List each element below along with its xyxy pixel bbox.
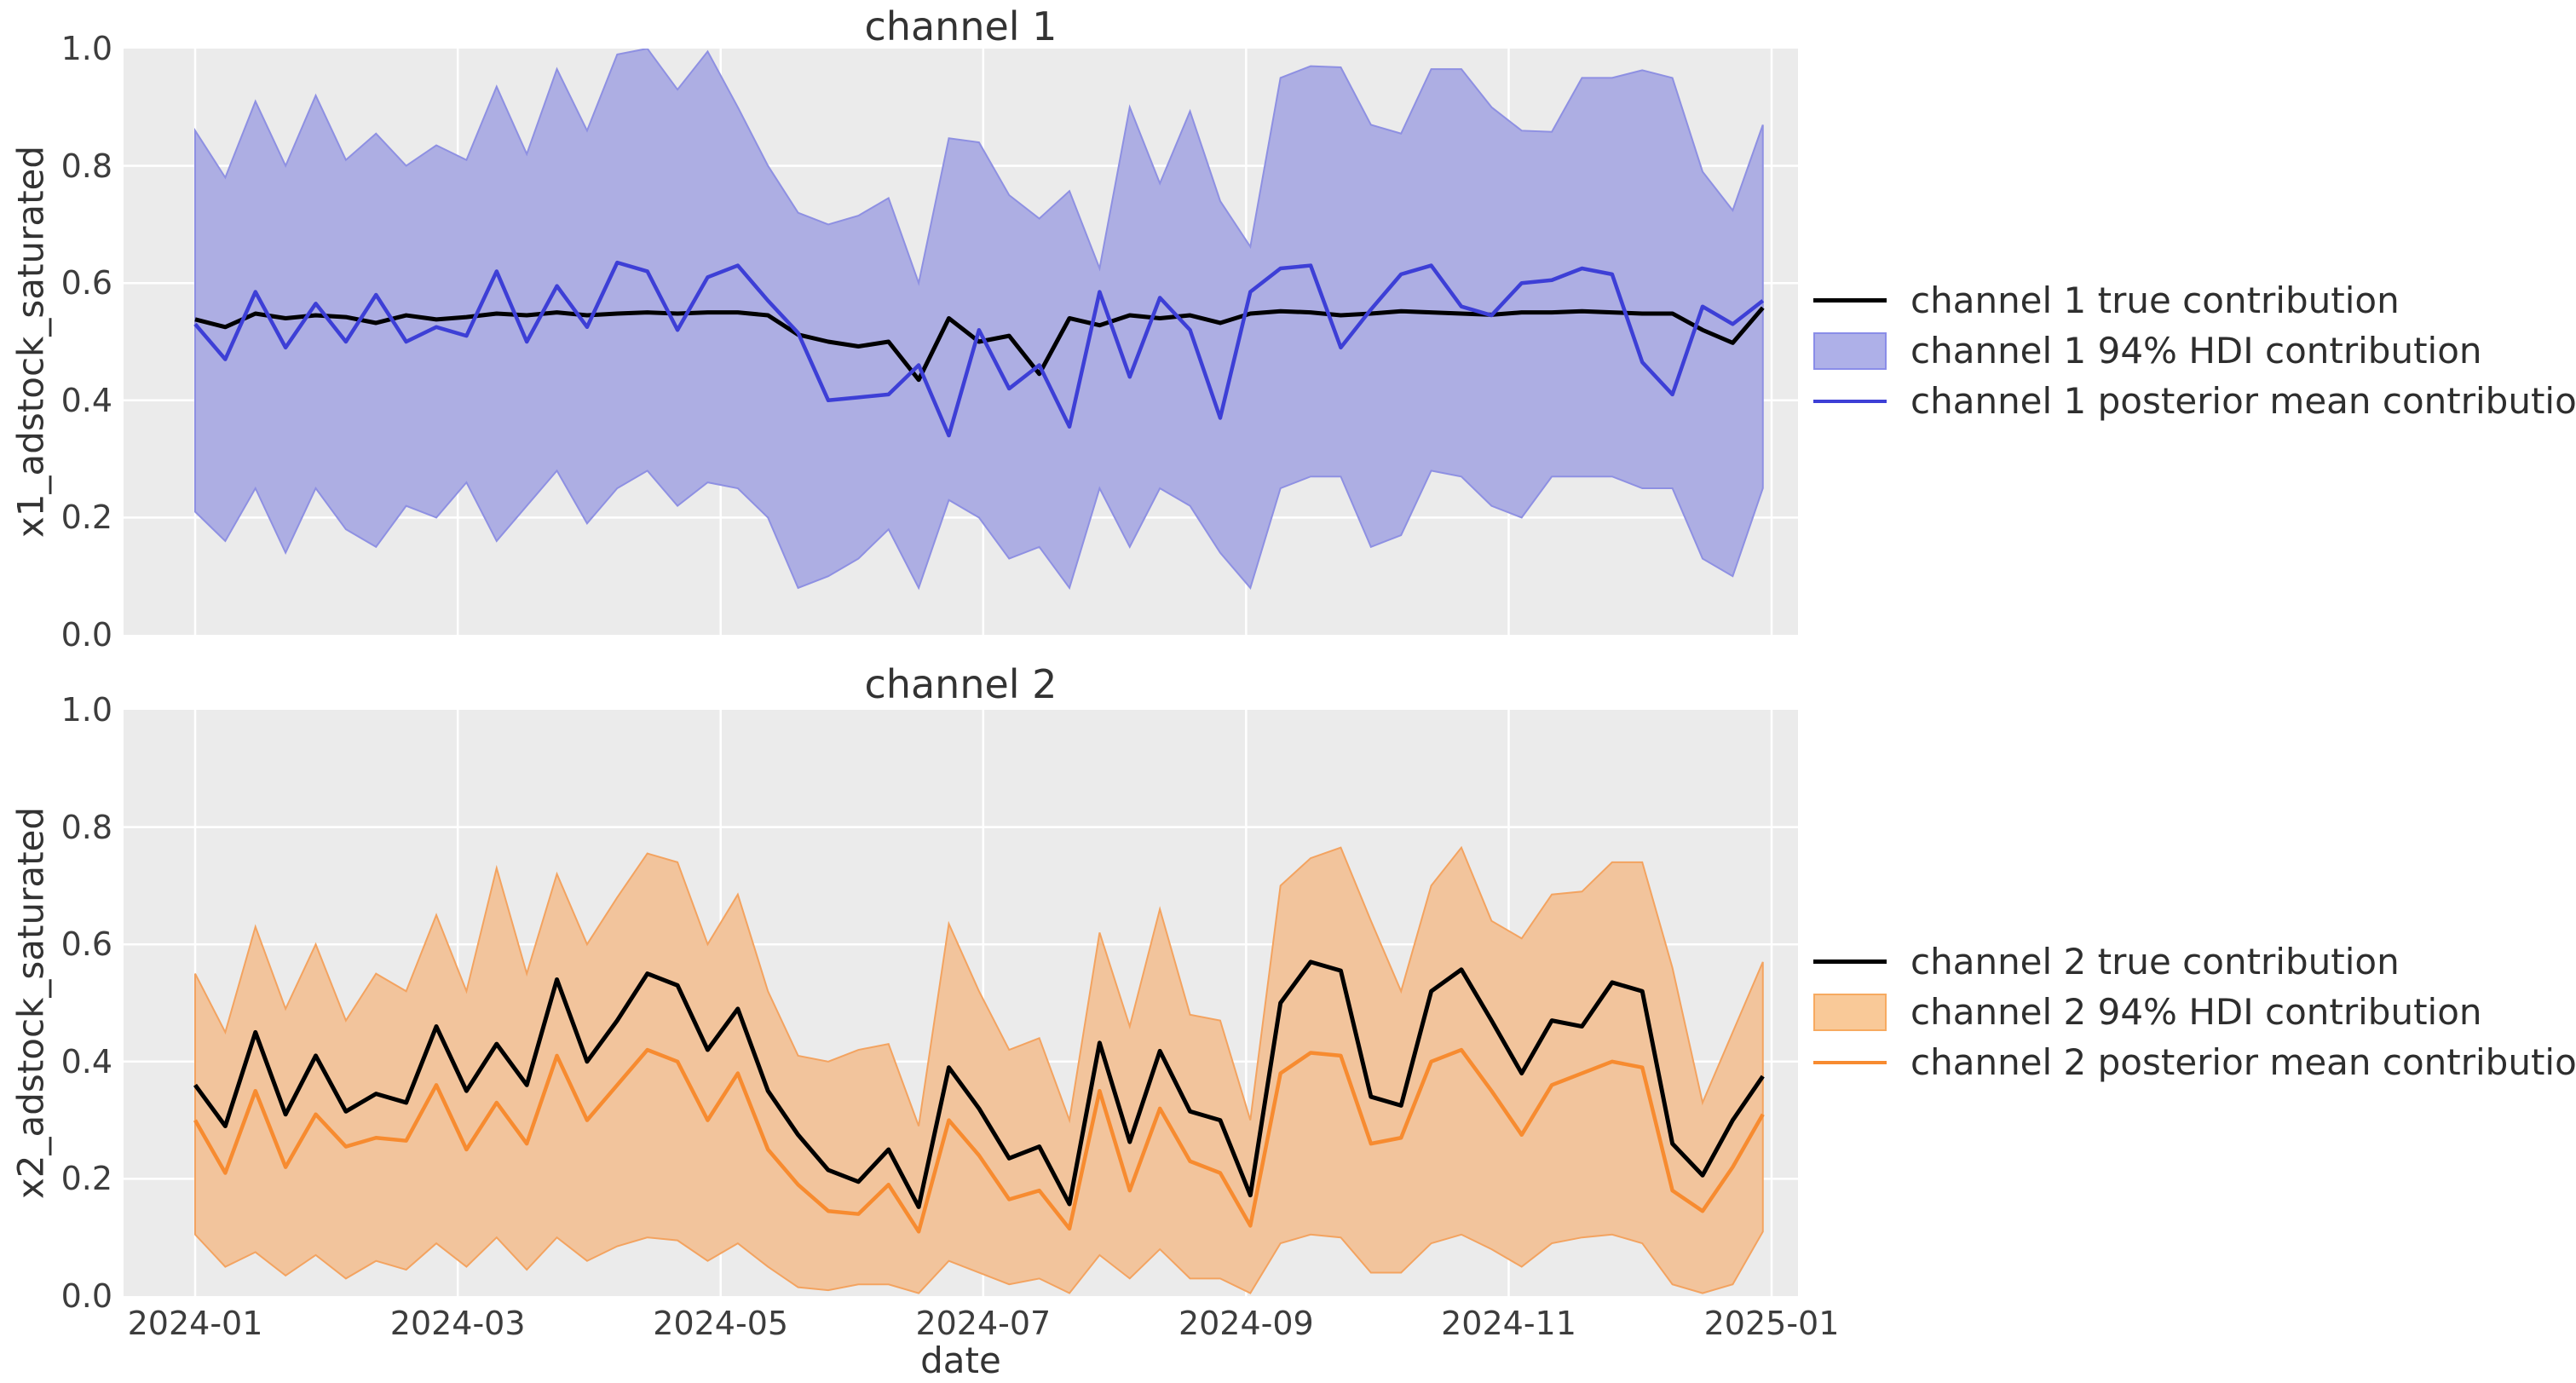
- x-tick-label: 2024-09: [1178, 1305, 1314, 1342]
- hdi-patch-swatch: [1813, 331, 1887, 370]
- x-tick-label: 2024-01: [127, 1305, 263, 1342]
- x-axis-label: date: [920, 1340, 1001, 1381]
- true-line-swatch: [1813, 959, 1887, 964]
- legend-label: channel 2 posterior mean contribution: [1910, 1041, 2576, 1083]
- x-tick-label: 2024-05: [653, 1305, 789, 1342]
- chart1-legend: channel 1 true contribution channel 1 94…: [1813, 275, 2576, 426]
- chart2-legend: channel 2 true contribution channel 2 94…: [1813, 936, 2576, 1087]
- legend-item-true: channel 2 true contribution: [1813, 936, 2576, 987]
- chart2-y-axis-label: x2_adstock_saturated: [9, 806, 52, 1200]
- legend-label: channel 1 94% HDI contribution: [1910, 330, 2482, 372]
- hdi-patch-swatch: [1813, 993, 1887, 1031]
- y-tick-label: 0.6: [61, 925, 112, 964]
- legend-item-posterior-mean: channel 2 posterior mean contribution: [1813, 1037, 2576, 1087]
- y-tick-label: 0.8: [61, 808, 112, 846]
- y-tick-label: 0.2: [61, 498, 112, 537]
- chart1-y-axis-label: x1_adstock_saturated: [9, 145, 52, 539]
- y-tick-label: 1.0: [61, 30, 112, 67]
- y-tick-label: 0.4: [61, 1042, 112, 1080]
- legend-item-hdi: channel 1 94% HDI contribution: [1813, 326, 2576, 376]
- x-tick-label: 2024-11: [1441, 1305, 1576, 1342]
- hdi-band: [194, 49, 1764, 591]
- chart2-title: channel 2: [864, 661, 1057, 707]
- y-tick-label: 0.0: [61, 616, 112, 654]
- y-tick-label: 0.0: [61, 1277, 112, 1315]
- y-tick-label: 0.6: [61, 264, 112, 303]
- y-tick-label: 0.4: [61, 381, 112, 419]
- legend-item-hdi: channel 2 94% HDI contribution: [1813, 987, 2576, 1037]
- legend-item-true: channel 1 true contribution: [1813, 275, 2576, 326]
- y-tick-label: 1.0: [61, 691, 112, 729]
- x-tick-label: 2024-07: [915, 1305, 1052, 1342]
- legend-label: channel 1 true contribution: [1910, 279, 2400, 321]
- y-tick-label: 0.2: [61, 1160, 112, 1198]
- legend-item-posterior-mean: channel 1 posterior mean contribution: [1813, 376, 2576, 426]
- legend-label: channel 2 true contribution: [1910, 941, 2400, 983]
- legend-label: channel 2 94% HDI contribution: [1910, 991, 2482, 1033]
- y-tick-label: 0.8: [61, 147, 112, 185]
- chart2-plot-area: [124, 710, 1798, 1296]
- x-tick-label: 2025-01: [1703, 1305, 1840, 1342]
- posterior-mean-line-swatch: [1813, 1060, 1887, 1064]
- true-contribution-line: [194, 306, 1765, 383]
- posterior-mean-line: [193, 260, 1765, 438]
- hdi-band: [194, 845, 1764, 1294]
- legend-label: channel 1 posterior mean contribution: [1910, 380, 2576, 422]
- posterior-mean-line-swatch: [1813, 399, 1887, 403]
- true-line-swatch: [1813, 298, 1887, 303]
- chart1-title: channel 1: [864, 3, 1057, 49]
- true-contribution-line: [193, 959, 1765, 1209]
- x-tick-label: 2024-03: [389, 1305, 526, 1342]
- posterior-mean-line: [193, 1047, 1765, 1234]
- chart1-plot-area: [124, 49, 1798, 635]
